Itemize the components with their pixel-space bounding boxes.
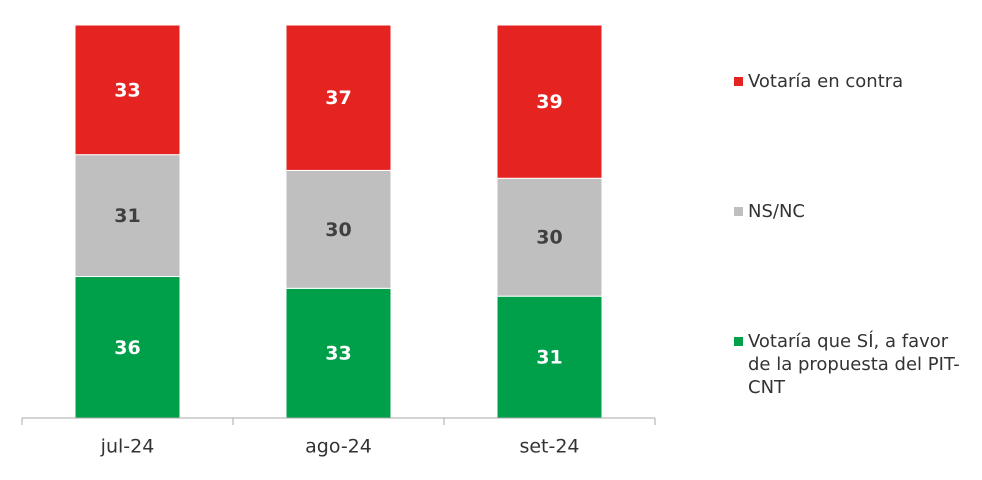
x-tick-label: ago-24 bbox=[305, 436, 372, 458]
legend-label: NS/NC bbox=[748, 201, 805, 222]
x-tick-label: set-24 bbox=[519, 436, 579, 458]
legend-item: Votaría en contra bbox=[734, 70, 974, 93]
data-label: 33 bbox=[325, 343, 351, 365]
bar-segment bbox=[74, 276, 181, 419]
data-label: 33 bbox=[114, 79, 140, 101]
bar-segment bbox=[285, 169, 392, 289]
data-label: 30 bbox=[536, 227, 562, 249]
data-label: 36 bbox=[114, 337, 140, 359]
bar-segment bbox=[74, 154, 181, 278]
bar-segment bbox=[496, 295, 603, 419]
data-label: 31 bbox=[114, 205, 140, 227]
bar-segment bbox=[74, 24, 181, 156]
legend-item: NS/NC bbox=[734, 200, 974, 223]
legend-swatch bbox=[734, 207, 743, 216]
legend-label: Votaría que SÍ, a favor de la propuesta … bbox=[748, 331, 960, 398]
legend-swatch bbox=[734, 77, 743, 86]
data-label: 39 bbox=[536, 91, 562, 113]
legend-item: Votaría que SÍ, a favor de la propuesta … bbox=[734, 330, 974, 399]
data-label: 30 bbox=[325, 219, 351, 241]
data-label: 31 bbox=[536, 347, 562, 369]
x-tick-label: jul-24 bbox=[100, 436, 155, 458]
bar-segment bbox=[285, 287, 392, 419]
legend-swatch bbox=[734, 337, 743, 346]
data-label: 37 bbox=[325, 87, 351, 109]
bar-segment bbox=[496, 177, 603, 297]
legend-label: Votaría en contra bbox=[748, 71, 904, 92]
bar-segment bbox=[496, 24, 603, 179]
bar-segment bbox=[285, 24, 392, 171]
